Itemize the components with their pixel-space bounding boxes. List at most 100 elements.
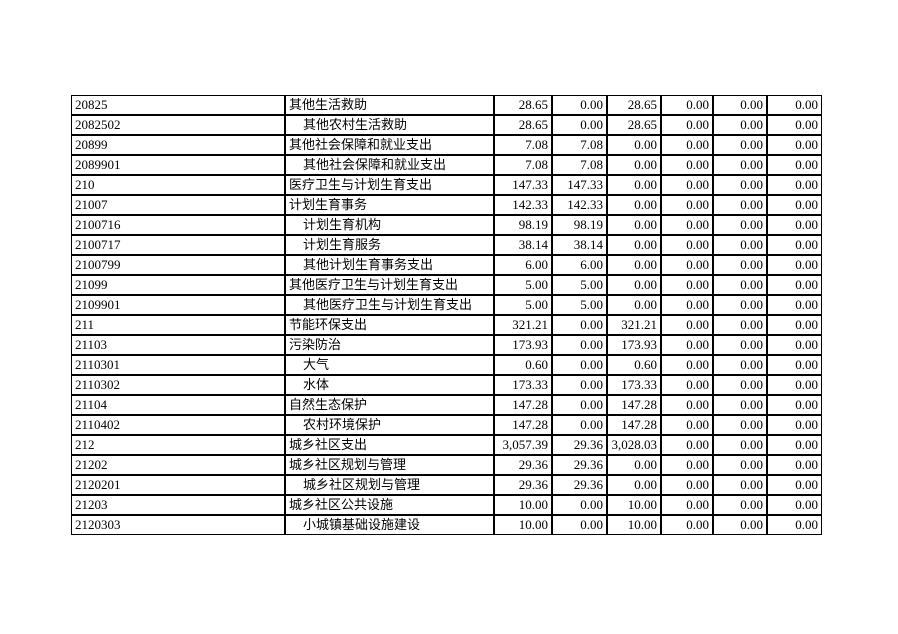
subject-name-cell: 小城镇基础设施建设: [285, 515, 494, 535]
value-cell-5: 0.00: [713, 255, 767, 275]
table-row: 21104 自然生态保护 147.28 0.00 147.28 0.00 0.0…: [71, 395, 822, 415]
value-cell-1: 173.93: [494, 335, 552, 355]
table-row: 2082502 其他农村生活救助 28.65 0.00 28.65 0.00 0…: [71, 115, 822, 135]
value-cell-6: 0.00: [767, 515, 822, 535]
subject-name-cell: 其他社会保障和就业支出: [285, 135, 494, 155]
value-cell-6: 0.00: [767, 475, 822, 495]
value-cell-2: 0.00: [552, 395, 607, 415]
value-cell-1: 29.36: [494, 455, 552, 475]
table-row: 21007 计划生育事务 142.33 142.33 0.00 0.00 0.0…: [71, 195, 822, 215]
value-cell-5: 0.00: [713, 355, 767, 375]
value-cell-2: 0.00: [552, 355, 607, 375]
table-row: 21203 城乡社区公共设施 10.00 0.00 10.00 0.00 0.0…: [71, 495, 822, 515]
value-cell-3: 0.00: [607, 195, 661, 215]
value-cell-4: 0.00: [661, 275, 713, 295]
value-cell-2: 29.36: [552, 435, 607, 455]
value-cell-1: 28.65: [494, 115, 552, 135]
subject-name-cell: 城乡社区规划与管理: [285, 455, 494, 475]
subject-name-cell: 其他农村生活救助: [285, 115, 494, 135]
value-cell-5: 0.00: [713, 115, 767, 135]
value-cell-3: 0.00: [607, 175, 661, 195]
value-cell-6: 0.00: [767, 195, 822, 215]
value-cell-6: 0.00: [767, 275, 822, 295]
value-cell-1: 28.65: [494, 95, 552, 115]
value-cell-2: 7.08: [552, 155, 607, 175]
value-cell-4: 0.00: [661, 495, 713, 515]
value-cell-3: 0.60: [607, 355, 661, 375]
table-row: 2110301 大气 0.60 0.00 0.60 0.00 0.00 0.00: [71, 355, 822, 375]
value-cell-6: 0.00: [767, 315, 822, 335]
table-row: 2100716 计划生育机构 98.19 98.19 0.00 0.00 0.0…: [71, 215, 822, 235]
subject-name-cell: 大气: [285, 355, 494, 375]
value-cell-5: 0.00: [713, 295, 767, 315]
value-cell-1: 7.08: [494, 155, 552, 175]
value-cell-4: 0.00: [661, 375, 713, 395]
value-cell-2: 29.36: [552, 455, 607, 475]
value-cell-2: 29.36: [552, 475, 607, 495]
value-cell-6: 0.00: [767, 175, 822, 195]
value-cell-2: 142.33: [552, 195, 607, 215]
value-cell-1: 147.28: [494, 415, 552, 435]
value-cell-4: 0.00: [661, 455, 713, 475]
value-cell-2: 0.00: [552, 115, 607, 135]
value-cell-3: 0.00: [607, 255, 661, 275]
value-cell-4: 0.00: [661, 235, 713, 255]
value-cell-1: 321.21: [494, 315, 552, 335]
value-cell-5: 0.00: [713, 195, 767, 215]
subject-name-cell: 水体: [285, 375, 494, 395]
value-cell-1: 147.28: [494, 395, 552, 415]
value-cell-1: 5.00: [494, 275, 552, 295]
value-cell-6: 0.00: [767, 155, 822, 175]
value-cell-2: 38.14: [552, 235, 607, 255]
table-row: 2110402 农村环境保护 147.28 0.00 147.28 0.00 0…: [71, 415, 822, 435]
table-row: 20825 其他生活救助 28.65 0.00 28.65 0.00 0.00 …: [71, 95, 822, 115]
value-cell-3: 0.00: [607, 215, 661, 235]
value-cell-5: 0.00: [713, 515, 767, 535]
value-cell-1: 6.00: [494, 255, 552, 275]
subject-code-cell: 2100799: [71, 255, 285, 275]
value-cell-6: 0.00: [767, 335, 822, 355]
value-cell-5: 0.00: [713, 235, 767, 255]
table-row: 2110302 水体 173.33 0.00 173.33 0.00 0.00 …: [71, 375, 822, 395]
value-cell-3: 173.93: [607, 335, 661, 355]
table-row: 21202 城乡社区规划与管理 29.36 29.36 0.00 0.00 0.…: [71, 455, 822, 475]
value-cell-2: 0.00: [552, 415, 607, 435]
subject-name-cell: 其他医疗卫生与计划生育支出: [285, 295, 494, 315]
value-cell-4: 0.00: [661, 395, 713, 415]
value-cell-1: 5.00: [494, 295, 552, 315]
value-cell-5: 0.00: [713, 335, 767, 355]
value-cell-6: 0.00: [767, 495, 822, 515]
value-cell-3: 321.21: [607, 315, 661, 335]
subject-code-cell: 2110402: [71, 415, 285, 435]
value-cell-4: 0.00: [661, 295, 713, 315]
value-cell-4: 0.00: [661, 415, 713, 435]
table-row: 2100799 其他计划生育事务支出 6.00 6.00 0.00 0.00 0…: [71, 255, 822, 275]
value-cell-2: 6.00: [552, 255, 607, 275]
value-cell-5: 0.00: [713, 415, 767, 435]
subject-code-cell: 21007: [71, 195, 285, 215]
value-cell-5: 0.00: [713, 95, 767, 115]
value-cell-2: 147.33: [552, 175, 607, 195]
subject-name-cell: 其他社会保障和就业支出: [285, 155, 494, 175]
value-cell-5: 0.00: [713, 175, 767, 195]
value-cell-3: 3,028.03: [607, 435, 661, 455]
value-cell-6: 0.00: [767, 395, 822, 415]
value-cell-6: 0.00: [767, 435, 822, 455]
subject-code-cell: 2120303: [71, 515, 285, 535]
value-cell-2: 98.19: [552, 215, 607, 235]
value-cell-5: 0.00: [713, 275, 767, 295]
subject-code-cell: 211: [71, 315, 285, 335]
value-cell-6: 0.00: [767, 115, 822, 135]
value-cell-1: 10.00: [494, 515, 552, 535]
value-cell-4: 0.00: [661, 155, 713, 175]
value-cell-6: 0.00: [767, 95, 822, 115]
value-cell-6: 0.00: [767, 415, 822, 435]
value-cell-4: 0.00: [661, 195, 713, 215]
value-cell-2: 7.08: [552, 135, 607, 155]
value-cell-2: 0.00: [552, 495, 607, 515]
value-cell-5: 0.00: [713, 135, 767, 155]
value-cell-1: 173.33: [494, 375, 552, 395]
subject-name-cell: 农村环境保护: [285, 415, 494, 435]
value-cell-3: 0.00: [607, 455, 661, 475]
budget-expenditure-table: 20825 其他生活救助 28.65 0.00 28.65 0.00 0.00 …: [71, 95, 822, 535]
